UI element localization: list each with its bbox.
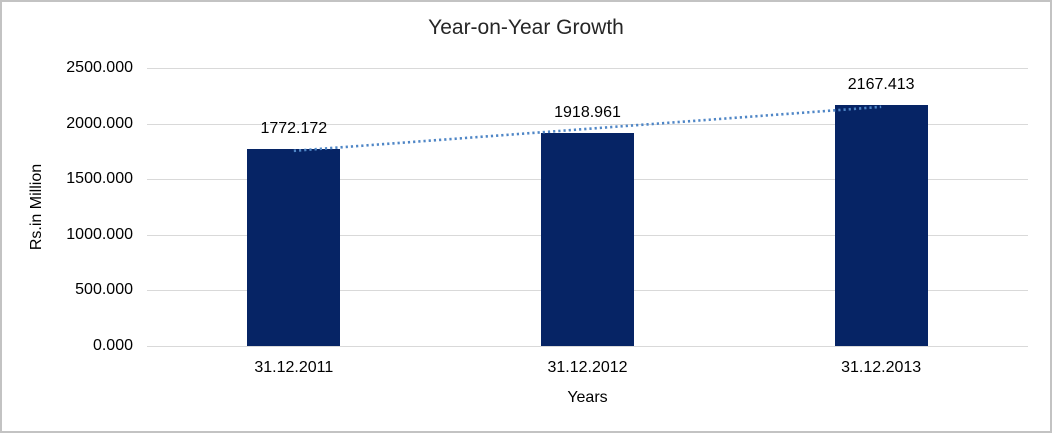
data-label: 2167.413 [847, 75, 915, 93]
x-tick-label: 31.12.2013 [841, 359, 922, 376]
y-tick-label: 2500.000 [66, 59, 133, 76]
gridline [147, 346, 1028, 347]
data-label: 1918.961 [554, 103, 621, 121]
x-tick-label: 31.12.2012 [547, 359, 628, 376]
y-tick-label: 1500.000 [66, 170, 133, 188]
y-tick-label: 500.000 [75, 281, 133, 299]
y-tick-label: 0.000 [92, 337, 133, 354]
data-label: 1772.172 [260, 119, 328, 137]
bar [834, 104, 928, 346]
y-axis-title: Rs.in Million [28, 163, 45, 251]
x-axis-title: Years [567, 389, 608, 406]
chart-title: Year-on-Year Growth [428, 16, 624, 39]
bar [541, 132, 634, 346]
x-tick-label: 31.12.2011 [254, 359, 334, 376]
gridline [147, 68, 1028, 69]
y-tick-label: 2000.000 [66, 114, 133, 132]
y-tick-label: 1000.000 [66, 225, 133, 243]
bar [247, 148, 341, 346]
